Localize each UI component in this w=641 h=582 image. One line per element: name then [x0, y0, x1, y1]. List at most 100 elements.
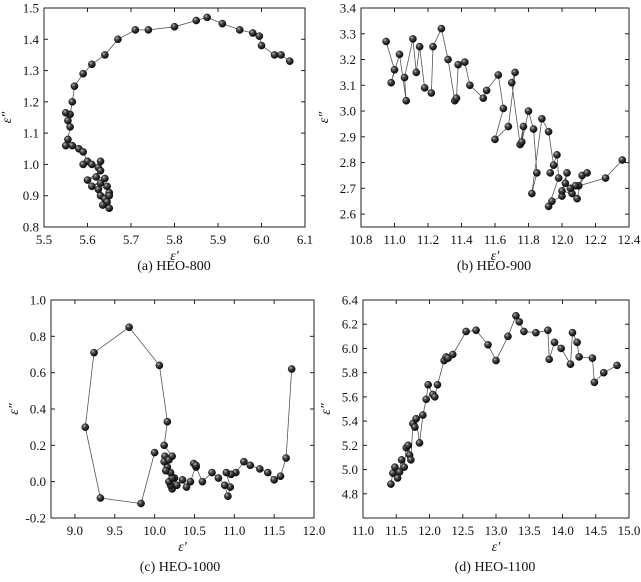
- data-point: [208, 468, 216, 477]
- data-point: [96, 494, 105, 502]
- data-point: [285, 57, 294, 65]
- y-tick-label: 6.4: [342, 293, 359, 308]
- x-tick-label: 12.5: [451, 523, 474, 538]
- x-tick-label: 12.2: [584, 232, 607, 247]
- x-tick-label: 6.1: [297, 232, 313, 247]
- data-point: [220, 481, 229, 490]
- data-point: [573, 338, 581, 347]
- data-point: [79, 69, 87, 78]
- data-point: [472, 326, 480, 335]
- y-tick-label: 1.1: [23, 126, 39, 141]
- x-tick-label: 5.9: [210, 232, 226, 247]
- data-point: [98, 201, 107, 209]
- y-tick-label: 6.2: [342, 317, 358, 332]
- data-point: [404, 441, 413, 450]
- panel-caption: (c) HEO-1000: [140, 560, 220, 575]
- y-tick-label: 1.5: [23, 1, 39, 16]
- y-tick-label: 1.2: [23, 94, 39, 109]
- data-point: [79, 148, 87, 156]
- y-axis-title: ε″: [319, 403, 334, 415]
- data-point: [263, 468, 272, 477]
- data-point: [491, 135, 499, 144]
- data-point: [163, 417, 172, 426]
- data-point: [287, 365, 296, 373]
- data-point: [155, 361, 164, 370]
- data-point: [433, 380, 442, 389]
- data-point: [224, 492, 232, 501]
- x-tick-label: 10.0: [143, 523, 166, 538]
- data-point: [68, 141, 77, 150]
- data-point: [409, 35, 417, 43]
- data-point: [387, 480, 395, 488]
- y-tick-label: 3.1: [340, 78, 356, 93]
- data-point: [618, 156, 627, 164]
- plot-frame: [43, 7, 306, 228]
- data-point: [393, 474, 402, 482]
- data-point: [566, 360, 575, 368]
- x-axis-title: ε′: [491, 249, 501, 264]
- y-tick-label: 3.4: [340, 1, 357, 16]
- y-tick-label: 0.0: [30, 474, 46, 489]
- x-tick-label: 11.0: [223, 523, 245, 538]
- y-tick-label: 6.0: [342, 341, 358, 356]
- data-point: [558, 187, 566, 195]
- x-tick-label: 14.0: [551, 523, 574, 538]
- data-point: [61, 141, 70, 150]
- data-point: [415, 439, 424, 447]
- data-point: [282, 454, 290, 462]
- data-point: [557, 344, 565, 353]
- x-tick-label: 12.0: [551, 232, 574, 247]
- data-point: [553, 151, 561, 159]
- x-tick-label: 11.5: [385, 523, 407, 538]
- y-tick-label: 1.4: [23, 32, 40, 47]
- data-point: [504, 122, 513, 131]
- y-tick-label: 2.7: [340, 181, 357, 196]
- y-tick-label: 5.2: [342, 438, 358, 453]
- data-point: [400, 463, 409, 471]
- data-point: [429, 42, 437, 51]
- data-point: [588, 354, 597, 362]
- data-point: [511, 68, 519, 77]
- y-tick-label: 0.4: [30, 402, 47, 417]
- x-tick-label: 5.8: [166, 232, 182, 247]
- data-point: [88, 60, 96, 69]
- data-point: [390, 66, 399, 74]
- x-tick-label: 11.4: [450, 232, 473, 247]
- data-point: [524, 107, 533, 115]
- data-point: [400, 73, 409, 82]
- data-point: [105, 204, 114, 213]
- data-point: [277, 51, 285, 59]
- x-tick-label: 12.0: [303, 523, 326, 538]
- data-point: [420, 84, 429, 92]
- x-tick-label: 12.4: [618, 232, 641, 247]
- data-point: [182, 483, 191, 491]
- y-tick-label: 0.8: [23, 220, 39, 235]
- data-point: [391, 463, 399, 471]
- panel-caption: (b) HEO-900: [457, 259, 531, 274]
- y-axis-title: ε″: [317, 112, 332, 124]
- y-tick-label: 2.8: [340, 155, 356, 170]
- x-tick-label: 11.0: [383, 232, 405, 247]
- data-point: [499, 104, 508, 113]
- data-point: [192, 16, 201, 25]
- data-point: [395, 50, 404, 59]
- data-point: [382, 37, 390, 46]
- y-tick-label: 2.9: [340, 129, 356, 144]
- data-point: [168, 452, 176, 461]
- x-axis-title: ε′: [170, 249, 180, 264]
- data-point: [144, 26, 153, 34]
- data-point: [452, 94, 461, 102]
- data-point: [96, 157, 105, 166]
- data-point: [161, 466, 170, 475]
- x-tick-label: 5.7: [123, 232, 140, 247]
- x-tick-label: 11.8: [517, 232, 539, 247]
- data-point: [412, 68, 421, 77]
- data-point: [484, 341, 492, 349]
- series-line: [84, 326, 293, 504]
- y-tick-label: 3.3: [340, 26, 356, 41]
- data-point: [529, 125, 538, 133]
- data-point: [255, 32, 264, 40]
- x-tick-label: 5.5: [36, 232, 52, 247]
- plot-frame: [362, 299, 630, 519]
